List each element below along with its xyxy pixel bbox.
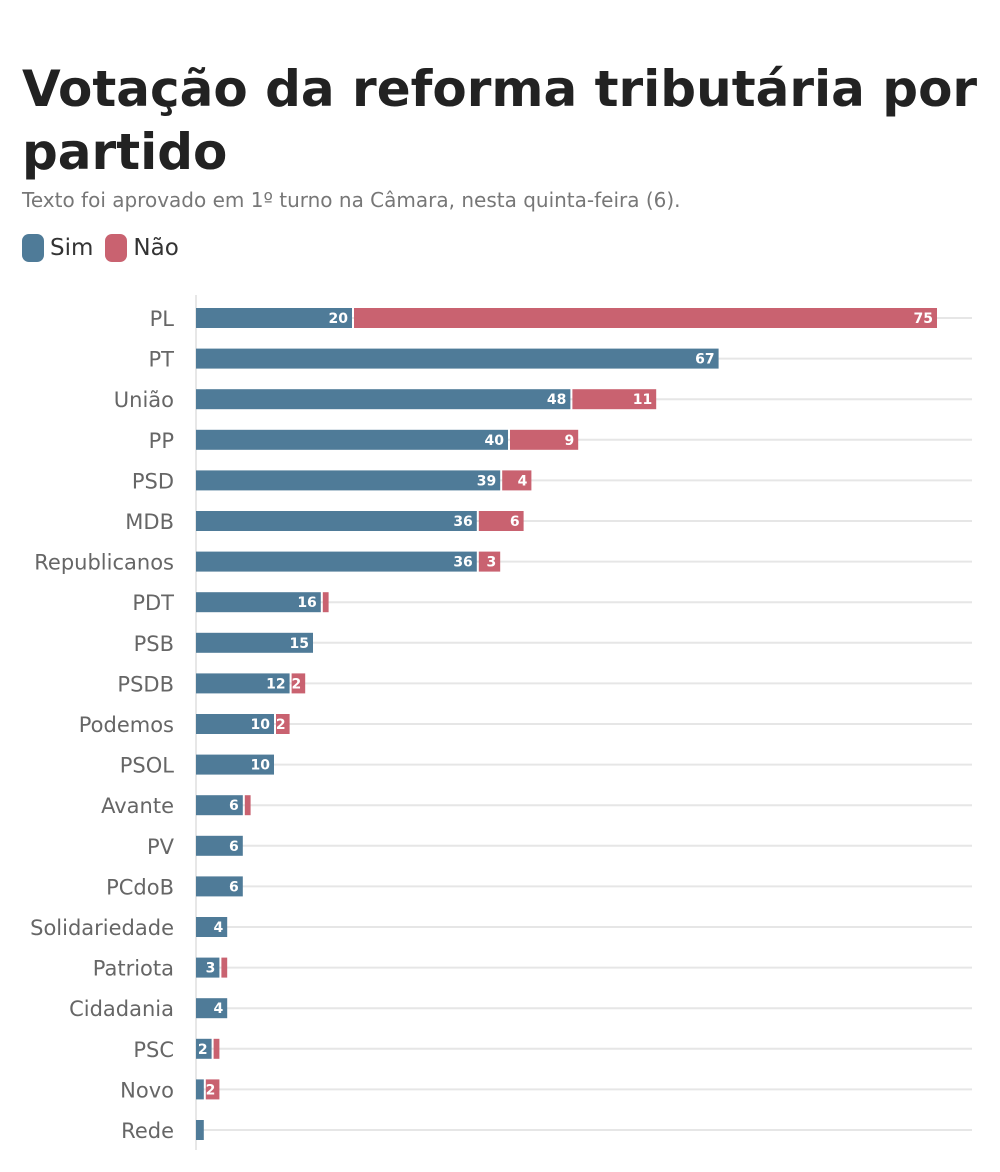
bar-sim <box>196 876 243 897</box>
data-label-nao: 3 <box>486 555 496 571</box>
data-label-sim: 16 <box>297 595 316 611</box>
bar-nao <box>291 673 306 694</box>
bar-nao <box>478 551 501 572</box>
bar-sim <box>196 592 321 613</box>
category-label: PSC <box>133 1038 174 1062</box>
data-label-nao: 75 <box>914 311 933 327</box>
data-label-nao: 11 <box>633 392 652 408</box>
bar-sim <box>196 1079 204 1100</box>
category-label: PSB <box>134 632 174 656</box>
bar-sim <box>196 1120 204 1140</box>
category-label: Novo <box>120 1078 174 1102</box>
category-label: Avante <box>101 794 174 818</box>
data-label-nao: 2 <box>291 676 301 692</box>
bar-sim <box>196 714 274 734</box>
category-label: Cidadania <box>69 997 174 1021</box>
bar-nao <box>221 957 228 978</box>
legend-item-sim: Sim <box>22 234 93 262</box>
data-label-sim: 67 <box>695 352 714 368</box>
data-label-nao: 4 <box>518 473 528 489</box>
bar-sim <box>196 429 508 450</box>
data-label-nao: 9 <box>564 433 574 449</box>
legend: Sim Não <box>22 234 191 262</box>
bar-sim <box>196 673 290 694</box>
legend-label-sim: Sim <box>50 235 94 261</box>
data-label-sim: 4 <box>213 920 223 936</box>
data-label-sim: 36 <box>453 555 472 571</box>
bar-nao <box>572 389 657 410</box>
bar-nao <box>322 592 329 613</box>
legend-label-nao: Não <box>133 235 179 261</box>
data-label-sim: 6 <box>229 798 239 814</box>
data-label-nao: 2 <box>206 1082 216 1098</box>
data-label-sim: 40 <box>485 433 505 449</box>
bar-sim <box>196 917 228 937</box>
category-label: Patriota <box>93 957 174 981</box>
category-label: PSDB <box>117 672 174 696</box>
category-label: PP <box>149 429 174 453</box>
category-label: PDT <box>132 591 174 615</box>
bar-nao <box>276 714 290 734</box>
bar-sim <box>196 998 228 1019</box>
category-label: Solidariedade <box>30 916 174 940</box>
category-label: Podemos <box>79 713 174 737</box>
bar-nao <box>205 1079 220 1100</box>
bar-sim <box>196 835 243 856</box>
data-label-nao: 6 <box>510 514 520 530</box>
data-label-sim: 12 <box>266 676 285 692</box>
data-label-sim: 2 <box>198 1042 208 1058</box>
bar-sim <box>196 389 571 410</box>
bar-sim <box>196 348 719 369</box>
data-label-sim: 3 <box>206 961 216 977</box>
legend-swatch-nao <box>105 234 128 262</box>
legend-item-nao: Não <box>105 234 179 262</box>
data-label-sim: 10 <box>251 758 271 774</box>
bar-sim <box>196 511 477 531</box>
chart-title: Votação da reforma tributária por partid… <box>22 60 978 181</box>
bar-nao <box>502 470 532 491</box>
data-label-sim: 4 <box>213 1001 223 1017</box>
bar-sim <box>196 308 352 328</box>
category-label: PSD <box>132 469 174 493</box>
data-label-sim: 48 <box>547 392 566 408</box>
category-label: PSOL <box>120 754 175 778</box>
data-label-nao: 2 <box>276 717 286 733</box>
data-label-sim: 15 <box>290 636 309 652</box>
bar-sim <box>196 795 243 816</box>
data-label-sim: 6 <box>229 879 239 895</box>
bar-sim <box>196 957 220 978</box>
data-label-sim: 10 <box>251 717 271 733</box>
bar-sim <box>196 754 274 775</box>
bar-nao <box>244 795 251 816</box>
data-label-sim: 20 <box>329 311 349 327</box>
bar-sim <box>196 632 313 653</box>
bar-sim <box>196 470 501 491</box>
chart-subtitle: Texto foi aprovado em 1º turno na Câmara… <box>22 188 681 212</box>
category-label: União <box>114 388 174 412</box>
category-label: PT <box>149 348 175 372</box>
legend-swatch-sim <box>22 234 44 262</box>
bar-nao <box>354 308 937 328</box>
data-label-sim: 39 <box>477 473 496 489</box>
bar-sim <box>196 551 477 572</box>
category-label: Rede <box>121 1119 174 1143</box>
data-label-sim: 36 <box>453 514 472 530</box>
bar-sim <box>196 1038 212 1059</box>
bar-nao <box>478 511 524 531</box>
category-label: PCdoB <box>106 875 174 899</box>
bar-nao <box>510 429 579 450</box>
bar-nao <box>213 1038 220 1059</box>
category-label: PV <box>147 835 175 859</box>
category-label: PL <box>150 307 175 331</box>
category-label: MDB <box>125 510 174 534</box>
data-label-sim: 6 <box>229 839 239 855</box>
category-label: Republicanos <box>34 551 174 575</box>
